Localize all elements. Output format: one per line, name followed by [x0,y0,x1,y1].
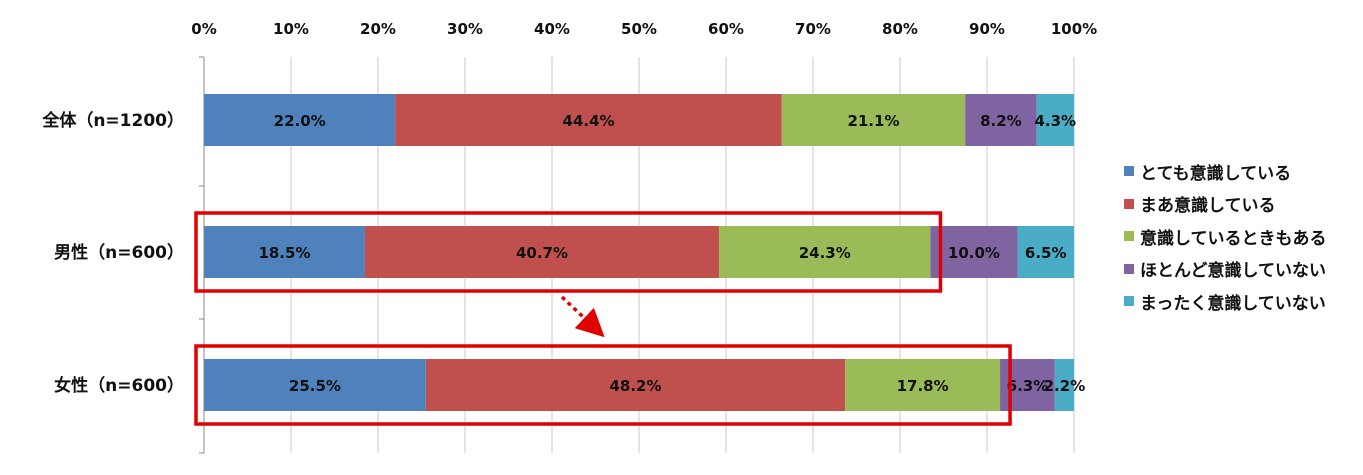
legend-swatch [1124,296,1134,307]
data-label: 18.5% [258,244,310,262]
x-axis-ticks: 0% 10% 20% 30% 40% 50% 60% 70% 80% 90% 100% [191,20,1097,38]
x-tick-label: 20% [360,20,396,38]
bar-segment [1017,226,1074,278]
bar-segment [204,94,396,146]
x-tick-label: 0% [191,20,216,38]
bar-segment [1036,94,1074,146]
bar-segment [719,226,931,278]
x-tick-label: 80% [882,20,918,38]
legend-label: まったく意識していない [1140,293,1326,314]
data-label: 10.0% [948,244,1000,262]
x-tick-label: 70% [795,20,831,38]
bar-segment [395,94,782,146]
legend-label: ほとんど意識していない [1140,261,1326,282]
bars: 22.0% 44.4% 21.1% 8.2% 4.3% 18.5% 40.7% 24.3% 10… [204,94,1085,411]
bar-segment [930,226,1018,278]
category-label: 全体（n=1200） [41,110,184,131]
data-label: 2.2% [1044,377,1086,395]
bar-segment [965,94,1037,146]
category-axis [199,56,205,454]
category-label: 女性（n=600） [54,375,184,396]
data-label: 6.5% [1025,244,1067,262]
data-label: 6.3% [1007,377,1049,395]
legend-item: ほとんど意識していない [1124,253,1327,286]
legend-swatch [1124,231,1134,242]
data-label: 22.0% [274,112,326,130]
bar-segment [781,94,966,146]
highlight-frame [194,344,1012,426]
legend-swatch [1124,198,1134,209]
data-label: 44.4% [563,112,615,130]
legend-label: 意識しているときもある [1140,228,1327,249]
data-label: 17.8% [897,377,949,395]
category-labels: 全体（n=1200） 男性（n=600） 女性（n=600） [41,110,184,396]
bar-segment [204,359,426,411]
bar-segment [845,359,1001,411]
data-label: 24.3% [799,244,851,262]
legend-item: 意識しているときもある [1124,220,1327,253]
legend-label: まあ意識している [1140,196,1276,217]
highlight-frame [194,211,943,293]
data-label: 8.2% [980,112,1022,130]
legend: とても意識している まあ意識している意識しているときもある ほとんど意識していないま… [1124,155,1327,318]
bar-segment [1054,359,1074,411]
legend-swatch [1124,263,1134,274]
legend-label: とても意識している [1140,163,1292,184]
bar-segment [364,226,720,278]
data-label: 21.1% [847,112,899,130]
x-tick-label: 30% [447,20,483,38]
category-label: 男性（n=600） [54,242,184,263]
x-tick-label: 40% [534,20,570,38]
data-label: 48.2% [609,377,661,395]
data-label: 25.5% [289,377,341,395]
data-label: 40.7% [516,244,568,262]
comparison-arrow [560,295,605,338]
x-tick-label: 10% [273,20,309,38]
bar-segment [425,359,846,411]
legend-item: とても意識している [1124,155,1327,188]
legend-swatch [1124,166,1134,177]
x-tick-label: 100% [1051,20,1097,38]
x-tick-label: 90% [969,20,1005,38]
x-tick-label: 50% [621,20,657,38]
highlight-frames [194,211,1012,426]
legend-item: まあ意識している [1124,188,1327,221]
data-label: 4.3% [1034,112,1076,130]
bar-segment [204,226,365,278]
legend-item: まったく意識していない [1124,285,1327,318]
x-tick-label: 60% [708,20,744,38]
